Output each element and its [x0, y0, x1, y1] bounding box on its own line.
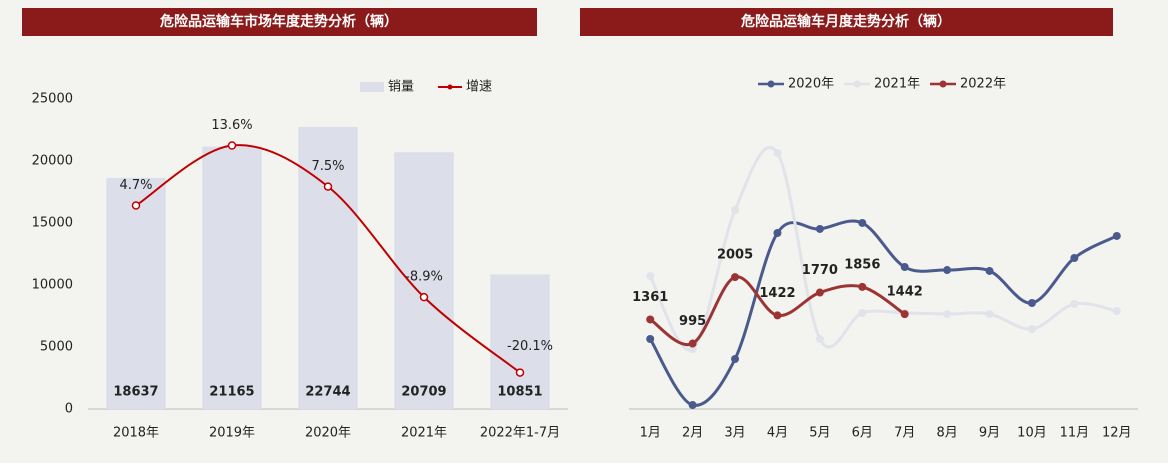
point	[1027, 324, 1036, 333]
point	[227, 141, 237, 150]
y-tick-label: 20000	[32, 154, 73, 169]
point	[815, 334, 824, 343]
point	[858, 282, 867, 291]
x-tick-label: 2020年	[305, 426, 351, 441]
line	[135, 144, 521, 374]
bar	[106, 177, 166, 409]
data-label: 1422	[759, 286, 795, 301]
point	[323, 182, 333, 191]
header-bar	[22, 8, 537, 36]
x-tick-label: 11月	[1060, 426, 1090, 441]
legend-swatch	[360, 82, 384, 92]
x-tick-label: 1月	[640, 426, 661, 441]
point	[1070, 253, 1079, 262]
chart-title: 危险品运输车月度走势分析（辆）	[740, 13, 951, 30]
x-tick-label: 2月	[682, 426, 703, 441]
x-tick-label: 2018年	[113, 426, 159, 441]
legend-marker	[767, 80, 775, 88]
point	[646, 315, 655, 324]
point	[943, 309, 952, 318]
data-label: 13.6%	[211, 118, 252, 133]
bar-label: 18637	[113, 385, 158, 400]
bar	[298, 126, 358, 410]
x-tick-label: 2019年	[209, 426, 255, 441]
point	[900, 263, 909, 272]
point	[773, 148, 782, 157]
point	[900, 310, 909, 319]
y-tick-label: 25000	[32, 92, 73, 107]
point	[773, 311, 782, 320]
point	[646, 334, 655, 343]
x-tick-label: 2022年1-7月	[480, 426, 560, 441]
data-label: 1856	[844, 257, 880, 272]
x-tick-label: 12月	[1102, 426, 1132, 441]
x-tick-label: 2021年	[401, 426, 447, 441]
bar-label: 21165	[209, 385, 254, 400]
x-tick-label: 8月	[936, 426, 957, 441]
header-bar	[580, 8, 1113, 36]
x-tick-label: 9月	[979, 426, 1000, 441]
data-label: 4.7%	[119, 178, 152, 193]
bar-label: 22744	[305, 385, 350, 400]
legend-label: 2020年	[788, 77, 834, 92]
chart-title: 危险品运输车市场年度走势分析（辆）	[159, 13, 398, 30]
point	[731, 354, 740, 363]
bar	[490, 274, 550, 409]
legend-label: 2021年	[874, 77, 920, 92]
data-label: 1442	[887, 285, 923, 300]
y-tick-label: 0	[65, 402, 73, 417]
legend-label: 2022年	[960, 77, 1006, 92]
point	[1112, 231, 1121, 240]
data-label: -8.9%	[405, 270, 443, 285]
point	[515, 368, 525, 377]
data-label: 7.5%	[311, 159, 344, 174]
x-tick-label: 3月	[724, 426, 745, 441]
point	[815, 288, 824, 297]
legend-marker	[447, 84, 453, 90]
legend-marker	[939, 80, 947, 88]
x-tick-label: 5月	[809, 426, 830, 441]
point	[1027, 298, 1036, 307]
point	[1070, 299, 1079, 308]
point	[858, 218, 867, 227]
data-label: 2005	[717, 248, 753, 263]
point	[985, 266, 994, 275]
point	[773, 228, 782, 237]
x-tick-label: 7月	[894, 426, 915, 441]
y-tick-label: 15000	[32, 216, 73, 231]
point	[858, 308, 867, 317]
x-tick-label: 10月	[1017, 426, 1047, 441]
data-label: 1770	[802, 263, 838, 278]
point	[688, 339, 697, 348]
point	[731, 273, 740, 282]
point	[943, 266, 952, 275]
x-tick-label: 4月	[767, 426, 788, 441]
legend-label: 销量	[388, 80, 414, 95]
data-label: 1361	[632, 290, 668, 305]
legend-label: 增速	[466, 80, 492, 95]
legend-marker	[853, 80, 861, 88]
point	[131, 201, 141, 210]
bar-label: 20709	[401, 385, 446, 400]
bar-label: 10851	[497, 385, 542, 400]
y-tick-label: 5000	[40, 340, 73, 355]
bar	[394, 152, 454, 409]
point	[646, 271, 655, 280]
bar	[202, 146, 262, 409]
data-label: -20.1%	[507, 339, 553, 354]
x-tick-label: 6月	[852, 426, 873, 441]
point	[1112, 306, 1121, 315]
point	[419, 292, 429, 302]
point	[731, 205, 740, 214]
data-label: 995	[679, 314, 706, 329]
y-tick-label: 10000	[32, 278, 73, 293]
point	[688, 401, 697, 410]
point	[815, 224, 824, 233]
point	[985, 309, 994, 318]
